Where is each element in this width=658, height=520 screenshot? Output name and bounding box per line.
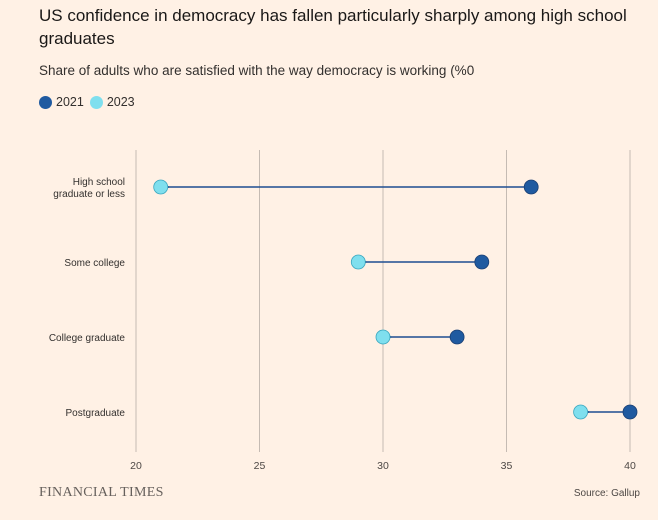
legend: 2021 2023 (39, 95, 141, 109)
ft-logo: FINANCIAL TIMES (39, 485, 164, 500)
point-2021-2 (449, 329, 465, 345)
x-tick-label-20: 20 (130, 460, 142, 472)
category-label-2: College graduate (49, 333, 126, 344)
point-2021-1 (474, 254, 490, 270)
legend-item-2023: 2023 (89, 95, 135, 109)
category-label-line: College graduate (49, 333, 126, 344)
legend-label-2023: 2023 (106, 95, 135, 109)
legend-swatch-2021 (39, 95, 52, 109)
chart-subtitle: Share of adults who are satisfied with t… (39, 63, 475, 78)
point-2023-3 (573, 404, 588, 420)
x-tick-label-25: 25 (254, 460, 266, 472)
category-label-line: Postgraduate (66, 408, 126, 419)
point-2021-0 (523, 179, 539, 195)
category-label-line: Some college (64, 258, 125, 269)
point-2023-1 (350, 254, 366, 270)
source-note: Source: Gallup (573, 488, 640, 499)
point-2023-0 (153, 179, 169, 195)
chart-title: US confidence in democracy has fallen pa… (39, 6, 627, 48)
x-tick-label-35: 35 (501, 460, 513, 472)
category-label-line: High school (73, 177, 125, 188)
point-2023-2 (375, 329, 391, 345)
legend-swatch-2023 (89, 95, 103, 109)
legend-item-2021: 2021 (39, 95, 84, 109)
x-tick-label-40: 40 (624, 460, 636, 472)
point-2021-3 (622, 404, 638, 420)
category-label-3: Postgraduate (66, 408, 126, 419)
category-label-1: Some college (64, 258, 125, 269)
x-tick-label-30: 30 (377, 460, 389, 472)
legend-label-2021: 2021 (56, 95, 84, 109)
category-label-line: graduate or less (53, 189, 125, 200)
